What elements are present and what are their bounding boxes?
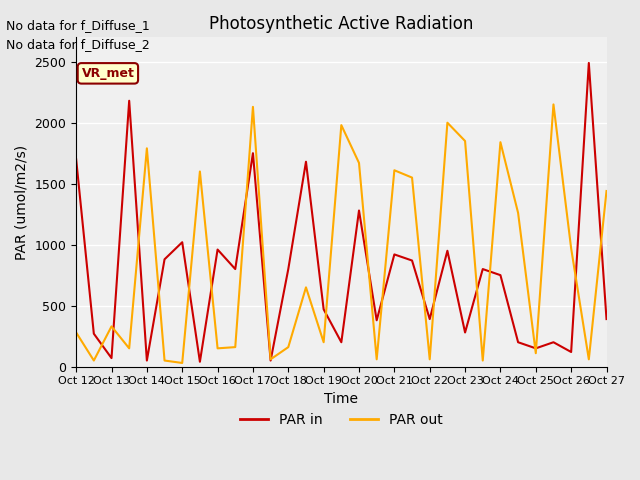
PAR out [390,168,398,173]
PAR out [515,210,522,216]
PAR in [249,150,257,156]
PAR out [125,346,133,351]
Line: PAR out: PAR out [76,105,607,363]
PAR in [444,248,451,253]
PAR in [337,339,345,345]
PAR out [196,168,204,174]
PAR in [214,247,221,252]
PAR in [90,331,98,336]
PAR in [72,156,80,162]
PAR in [179,240,186,245]
X-axis label: Time: Time [324,392,358,406]
Text: No data for f_Diffuse_2: No data for f_Diffuse_2 [6,38,150,51]
PAR out [532,350,540,356]
PAR in [143,358,150,363]
PAR out [373,357,381,362]
PAR out [302,285,310,290]
PAR in [461,330,469,336]
PAR in [320,306,328,312]
PAR in [284,266,292,272]
PAR out [444,120,451,126]
PAR in [161,256,168,262]
PAR in [232,266,239,272]
PAR out [355,160,363,166]
PAR out [337,122,345,128]
Text: No data for f_Diffuse_1: No data for f_Diffuse_1 [6,19,150,32]
PAR in [603,316,611,322]
PAR in [196,359,204,365]
PAR out [408,175,416,180]
PAR in [532,346,540,351]
PAR out [479,358,486,363]
PAR out [214,346,221,351]
PAR in [302,159,310,165]
PAR out [161,358,168,363]
PAR out [567,245,575,251]
PAR in [585,60,593,66]
PAR in [390,252,398,257]
PAR out [284,344,292,350]
PAR out [232,344,239,350]
PAR out [603,188,611,194]
PAR in [108,355,115,361]
PAR out [90,358,98,363]
PAR in [373,317,381,323]
PAR out [320,339,328,345]
PAR out [585,357,593,362]
PAR out [143,145,150,151]
PAR out [497,139,504,145]
PAR out [108,324,115,329]
Y-axis label: PAR (umol/m2/s): PAR (umol/m2/s) [15,144,29,260]
PAR in [355,208,363,214]
PAR out [426,357,433,362]
PAR in [408,258,416,264]
PAR out [72,330,80,336]
PAR in [515,339,522,345]
PAR in [267,358,275,363]
PAR out [249,104,257,110]
PAR in [550,339,557,345]
Text: VR_met: VR_met [81,67,134,80]
PAR out [550,102,557,108]
PAR out [267,357,275,362]
PAR out [461,138,469,144]
PAR in [497,272,504,278]
PAR in [426,316,433,322]
Line: PAR in: PAR in [76,63,607,362]
Legend: PAR in, PAR out: PAR in, PAR out [234,407,449,432]
PAR in [567,349,575,355]
PAR in [479,266,486,272]
PAR out [179,360,186,366]
Title: Photosynthetic Active Radiation: Photosynthetic Active Radiation [209,15,474,33]
PAR in [125,98,133,104]
